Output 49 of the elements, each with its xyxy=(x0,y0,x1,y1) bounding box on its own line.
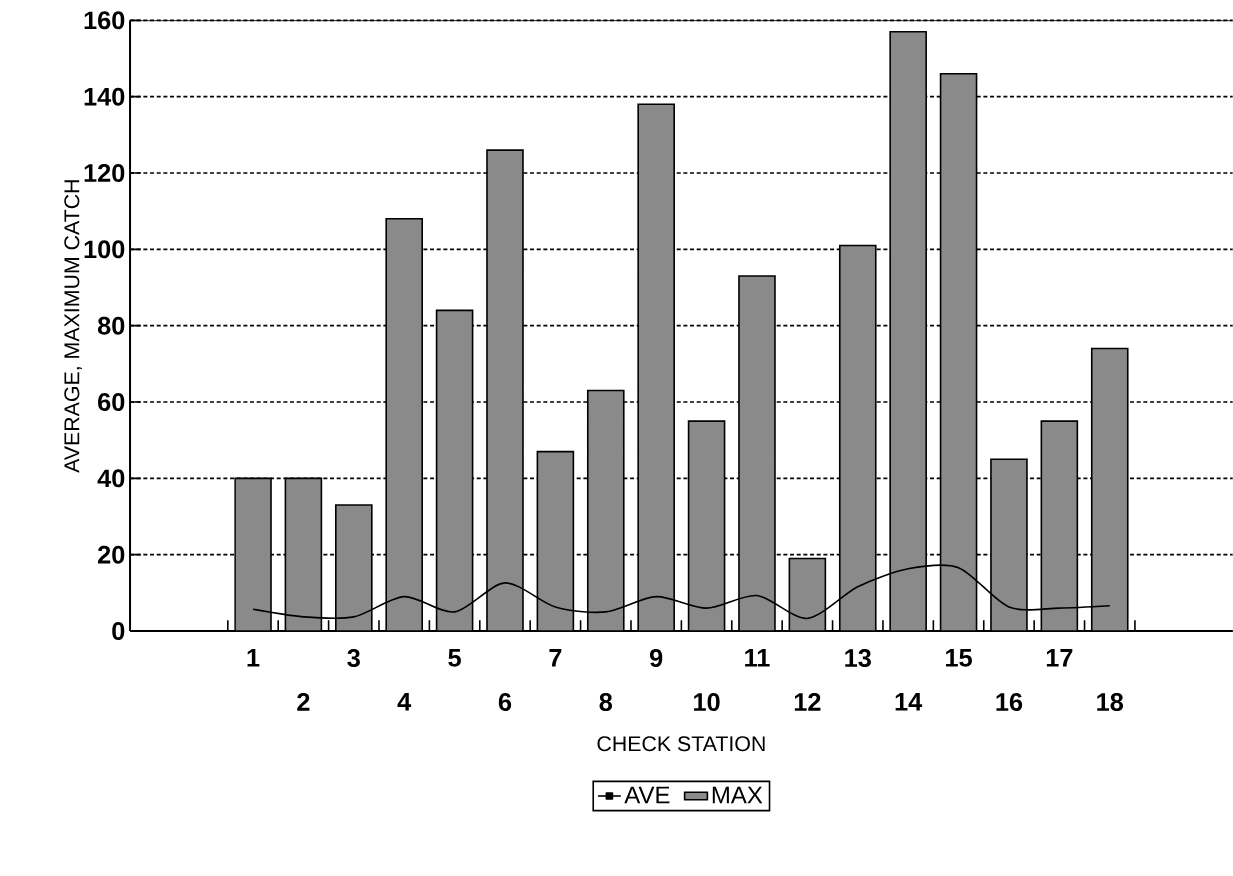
x-tick-label: 13 xyxy=(845,649,871,668)
bar xyxy=(486,149,524,631)
y-tick-label: 80 xyxy=(97,316,125,335)
bar xyxy=(889,30,927,631)
bar xyxy=(435,309,474,631)
bar xyxy=(284,477,323,631)
y-tick-label: 120 xyxy=(84,164,125,182)
x-tick-label: 12 xyxy=(794,693,821,711)
bar xyxy=(990,458,1028,631)
y-tick-label: 0 xyxy=(112,622,125,640)
y-tick-label: 40 xyxy=(97,469,125,488)
x-tick-label: 18 xyxy=(1097,693,1124,711)
x-tick-label: 10 xyxy=(694,693,720,711)
bar xyxy=(738,275,776,631)
bar xyxy=(536,450,575,631)
bar xyxy=(385,218,423,631)
bar xyxy=(234,477,272,631)
x-tick-label: 7 xyxy=(549,649,562,667)
x-tick-label: 15 xyxy=(946,649,972,667)
x-tick-label: 9 xyxy=(650,649,663,667)
y-tick-label: 20 xyxy=(98,545,125,564)
x-tick-label: 14 xyxy=(895,693,923,711)
x-tick-label: 8 xyxy=(599,693,613,711)
bar xyxy=(687,420,726,631)
x-tick-label: 11 xyxy=(745,649,770,667)
bar xyxy=(1040,420,1079,631)
x-tick-label: 1 xyxy=(247,649,260,667)
x-tick-label: 2 xyxy=(297,693,310,711)
legend-label: MAX xyxy=(712,786,763,804)
y-tick-label: 140 xyxy=(84,87,125,106)
bar xyxy=(939,72,978,631)
legend-label: AVE xyxy=(624,786,670,804)
bar xyxy=(335,504,373,631)
x-tick-label: 6 xyxy=(498,693,512,711)
bar xyxy=(586,389,625,631)
y-axis-title: AVERAGE, MAXIMUM CATCH xyxy=(64,180,82,473)
bar xyxy=(838,244,877,631)
bar xyxy=(788,557,827,631)
bar xyxy=(1090,347,1129,631)
bar xyxy=(637,103,675,631)
x-axis-title: CHECK STATION xyxy=(597,736,765,752)
y-tick-label: 60 xyxy=(98,393,125,411)
x-tick-label: 4 xyxy=(397,693,412,711)
y-tick-label: 100 xyxy=(84,240,125,259)
x-tick-label: 5 xyxy=(448,649,461,667)
x-tick-label: 3 xyxy=(347,649,360,668)
y-tick-label: 160 xyxy=(84,11,125,30)
x-tick-label: 16 xyxy=(996,693,1023,711)
x-tick-label: 17 xyxy=(1046,649,1073,667)
